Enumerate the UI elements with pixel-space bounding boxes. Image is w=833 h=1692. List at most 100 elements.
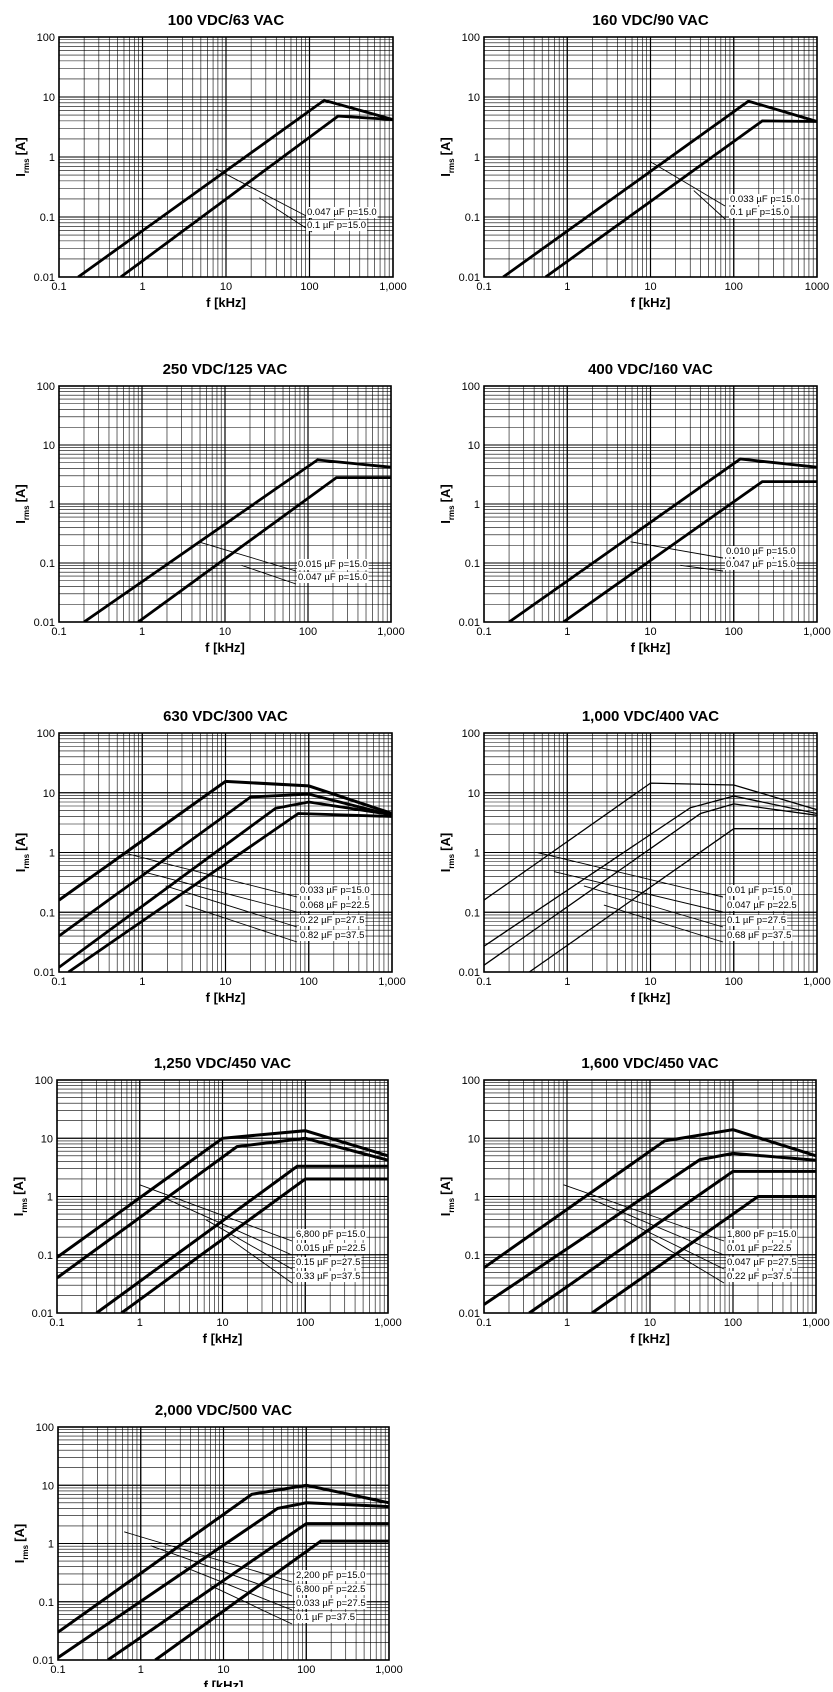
legend-label: 1,800 pF p=15.0 — [727, 1229, 796, 1240]
series-line — [67, 812, 392, 972]
legend-label: 0.068 µF p=22.5 — [300, 900, 370, 911]
y-tick-label: 100 — [462, 32, 480, 44]
y-tick-label: 10 — [468, 1133, 480, 1145]
legend-label-bg — [306, 207, 378, 218]
x-tick-label: 1 — [564, 281, 570, 293]
x-tick-label: 1 — [138, 1664, 144, 1676]
x-tick-label: 1 — [139, 976, 145, 988]
x-tick-label: 10 — [644, 1317, 656, 1329]
y-axis-label: Irms [A] — [13, 484, 31, 523]
plot-frame — [483, 36, 818, 278]
series-line — [95, 1164, 388, 1313]
legend-label: 0.22 µF p=27.5 — [300, 915, 364, 926]
legend-label: 0.010 µF p=15.0 — [726, 546, 796, 557]
y-tick-label: 100 — [37, 381, 55, 393]
y-label-subscript: rms — [22, 505, 31, 520]
legend-label: 0.015 µF p=22.5 — [296, 1243, 366, 1254]
chart-title: 2,000 VDC/500 VAC — [155, 1402, 292, 1419]
legend-label: 0.15 µF p=27.5 — [296, 1257, 360, 1268]
legend-leader-line — [623, 1219, 725, 1270]
legend-label: 0.047 µF p=22.5 — [727, 900, 797, 911]
legend-leader-line — [205, 1219, 293, 1270]
series-line — [77, 98, 393, 277]
legend-label: 0.1 µF p=15.0 — [730, 207, 789, 218]
x-tick-label: 1,000 — [377, 626, 405, 638]
legend-leader-line — [680, 564, 724, 572]
x-tick-label: 1 — [139, 281, 145, 293]
y-tick-label: 10 — [468, 788, 480, 800]
series-line — [57, 1136, 388, 1280]
series-line — [58, 1501, 389, 1659]
x-tick-label: 1,000 — [378, 976, 406, 988]
chart-title: 100 VDC/63 VAC — [168, 12, 285, 29]
legend-label: 0.22 µF p=37.5 — [727, 1271, 791, 1282]
legend-label-bg — [726, 1229, 798, 1240]
y-tick-label: 0.1 — [465, 907, 480, 919]
plot-frame — [483, 732, 818, 973]
legend-label-bg — [295, 1243, 367, 1254]
legend-label-bg — [299, 930, 366, 941]
legend-label: 0.33 µF p=37.5 — [296, 1271, 360, 1282]
y-tick-label: 100 — [35, 1075, 53, 1087]
y-tick-label: 0.1 — [465, 212, 480, 224]
series-line — [484, 1151, 816, 1306]
y-tick-label: 0.1 — [465, 558, 480, 570]
chart-title: 630 VDC/300 VAC — [163, 708, 288, 725]
x-tick-label: 100 — [300, 281, 318, 293]
y-label-subscript: rms — [21, 1544, 30, 1559]
legend-label-bg — [725, 559, 797, 570]
chart-title: 400 VDC/160 VAC — [588, 361, 713, 378]
legend-label: 0.1 µF p=15.0 — [307, 220, 366, 231]
legend-label: 2,200 pF p=15.0 — [296, 1570, 365, 1581]
x-tick-label: 0.1 — [476, 626, 491, 638]
chart-title: 250 VDC/125 VAC — [163, 361, 288, 378]
x-tick-label: 10 — [644, 626, 656, 638]
series-line — [83, 458, 391, 622]
y-tick-label: 0.1 — [39, 1597, 54, 1609]
plot-frame — [58, 385, 392, 623]
x-axis-label: f [kHz] — [203, 1331, 243, 1346]
y-label-subscript: rms — [22, 158, 31, 173]
legend-leader-line — [215, 168, 313, 220]
legend-leader-line — [185, 904, 298, 943]
y-label-symbol: I — [13, 869, 28, 873]
plot-frame — [57, 1426, 390, 1661]
series-line — [508, 457, 817, 622]
legend-label: 0.01 µF p=15.0 — [727, 885, 791, 896]
x-tick-label: 100 — [725, 626, 743, 638]
legend-label: 0.68 µF p=37.5 — [727, 930, 791, 941]
series-line — [120, 1177, 388, 1313]
x-tick-label: 1 — [139, 626, 145, 638]
y-tick-label: 10 — [42, 1480, 54, 1492]
legend-leader-line — [124, 1531, 293, 1583]
x-tick-label: 10 — [219, 626, 231, 638]
x-tick-label: 1000 — [805, 281, 829, 293]
y-label-symbol: I — [11, 1213, 26, 1217]
y-tick-label: 100 — [37, 728, 55, 740]
y-tick-label: 1 — [474, 1192, 480, 1204]
x-axis-label: f [kHz] — [631, 640, 671, 655]
x-tick-label: 0.1 — [476, 1317, 491, 1329]
series-line — [59, 779, 392, 902]
legend-leader-line — [142, 871, 298, 913]
legend-label-bg — [729, 194, 801, 205]
x-tick-label: 1,000 — [379, 281, 407, 293]
y-label-unit: [A] — [438, 484, 453, 502]
y-label-subscript: rms — [22, 853, 31, 868]
y-label-unit: [A] — [438, 137, 453, 155]
y-tick-label: 0.01 — [34, 272, 55, 284]
legend-leader-line — [210, 1585, 293, 1625]
legend-label: 0.82 µF p=37.5 — [300, 930, 364, 941]
legend-leader-line — [649, 1238, 725, 1284]
legend-label-bg — [726, 1271, 793, 1282]
x-tick-label: 100 — [300, 976, 318, 988]
series-line — [119, 114, 393, 277]
legend-label-bg — [299, 900, 371, 911]
x-tick-label: 10 — [217, 1664, 229, 1676]
legend-leader-line — [166, 1198, 293, 1256]
y-tick-label: 1 — [49, 499, 55, 511]
legend-label-bg — [729, 207, 791, 218]
